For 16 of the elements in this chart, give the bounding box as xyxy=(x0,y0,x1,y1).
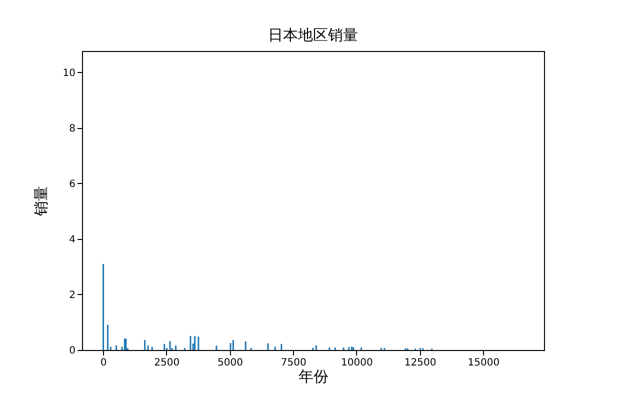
x-tick-label: 0 xyxy=(100,358,107,368)
y-tick-label: 4 xyxy=(69,234,76,246)
y-tick-label: 2 xyxy=(69,290,76,301)
x-tick-label: 5000 xyxy=(218,358,243,368)
x-tick-label: 15000 xyxy=(468,358,500,368)
x-tick-label: 10000 xyxy=(341,358,373,368)
y-tick-label: 10 xyxy=(62,68,76,79)
chart-title: 日本地区销量 xyxy=(268,26,358,44)
y-tick-label: 0 xyxy=(69,346,76,356)
y-tick-label: 6 xyxy=(69,178,76,190)
x-axis-title: 年份 xyxy=(298,368,328,386)
x-tick-label: 12500 xyxy=(404,358,436,368)
y-axis-title: 销量 xyxy=(32,186,50,217)
x-tick-label: 2500 xyxy=(154,358,180,368)
y-tick-label: 8 xyxy=(69,123,76,134)
x-tick-label: 7500 xyxy=(280,358,306,368)
